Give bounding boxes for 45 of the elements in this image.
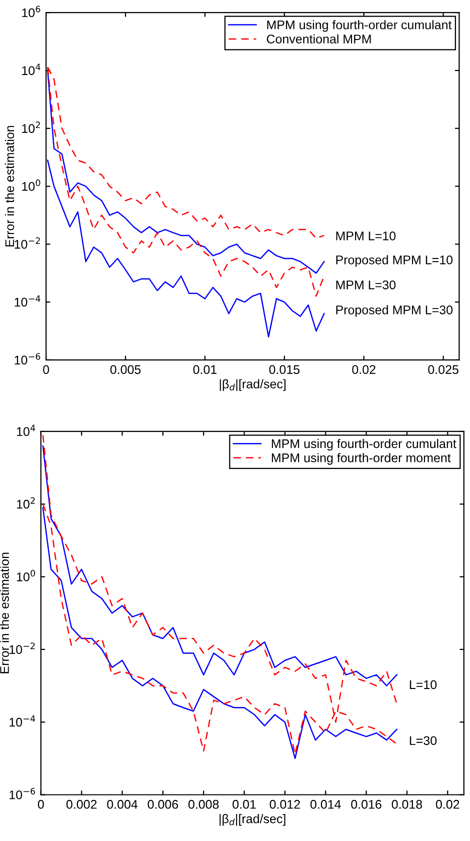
y-tick-label: 10$^{−6}$ [10,788,36,800]
y-tick-label: 10$^{2}$ [22,122,40,133]
x-tick-label: 0 [38,800,44,809]
x-tick-label: 0 [43,365,50,374]
x-axis-title: |β$_{d}$|[rad/sec] [220,814,286,826]
y-tick-label: 10$^{2}$ [16,497,35,509]
x-tick-label: 0.006 [148,800,178,809]
line-series [47,160,325,338]
y-tick-label: 10$^{0}$ [22,179,40,191]
legend-label: MPM using fourth-order moment [272,453,451,465]
x-tick-label: 0.018 [392,800,422,809]
x-tick-label: 0.008 [188,800,219,809]
x-tick-label: 0.01 [232,800,256,809]
annotation: L=30 [410,736,437,746]
annotation: Proposed MPM L=10 [336,255,453,267]
annotation: MPM L=10 [336,231,396,240]
x-tick-label: 0.014 [310,800,341,809]
y-tick-label: 10$^{4}$ [22,64,40,76]
x-tick-label: 0.005 [110,365,141,374]
x-tick-label: 0.016 [351,800,382,809]
y-axis-title: Error in the estimation [4,126,14,246]
y-axis-title: Error in the estimation [0,552,9,674]
legend-label: Conventional MPM [266,34,371,44]
x-tick-label: 0.01 [193,365,217,374]
annotation: Proposed MPM L=30 [336,305,453,317]
x-tick-label: 0.002 [66,800,97,809]
x-tick-label: 0.012 [270,800,300,809]
x-tick-label: 0.02 [352,365,376,374]
y-tick-label: 10$^{−4}$ [14,295,40,307]
y-tick-label: 10$^{0}$ [16,570,36,582]
x-tick-label: 0.004 [107,800,138,809]
y-tick-label: 10$^{−4}$ [10,715,36,727]
y-tick-label: 10$^{4}$ [16,424,36,436]
y-tick-label: 10$^{−6}$ [14,353,40,365]
x-axis-title: |β$_{d}$|[rad/sec] [220,379,286,391]
x-tick-label: 0.02 [436,800,460,809]
y-tick-label: 10$^{−2}$ [10,642,35,654]
annotation: MPM L=30 [336,280,396,290]
y-tick-label: 10$^{−2}$ [14,237,40,249]
legend-label: MPM using fourth-order cumulant [272,438,456,451]
x-tick-label: 0.025 [428,365,458,374]
y-tick-label: 10$^{6}$ [22,6,40,18]
legend-label: MPM using fourth-order cumulant [267,20,452,32]
annotation: L=10 [410,680,437,690]
x-tick-label: 0.015 [269,365,300,374]
